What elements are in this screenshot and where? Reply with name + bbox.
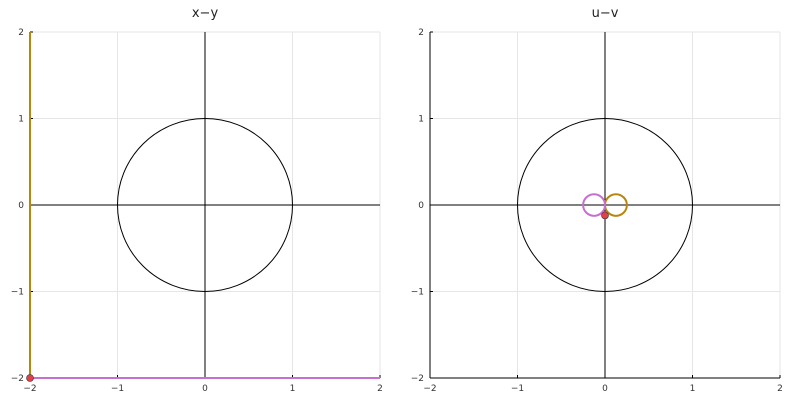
y-tick-label: 1 <box>418 115 424 125</box>
x-tick-label: 1 <box>290 384 296 394</box>
y-tick-label: −1 <box>411 288 424 298</box>
chart-title: x−y <box>192 6 219 21</box>
x-tick-label: 0 <box>602 384 608 394</box>
y-tick-label: 1 <box>18 115 24 125</box>
series-circle <box>582 193 606 217</box>
y-tick-label: 2 <box>418 28 424 38</box>
y-tick-label: 0 <box>18 201 24 211</box>
chart-title: u−v <box>592 6 619 21</box>
y-tick-label: −2 <box>11 374 24 384</box>
x-tick-label: 1 <box>690 384 696 394</box>
x-tick-label: 2 <box>377 384 383 394</box>
x-tick-label: −1 <box>111 384 124 394</box>
y-tick-label: −1 <box>11 288 24 298</box>
y-tick-label: −2 <box>411 374 424 384</box>
data-point <box>601 211 609 220</box>
x-tick-label: −1 <box>511 384 524 394</box>
x-tick-label: 2 <box>777 384 783 394</box>
panel-u-v: −2 −1 0 1 2 −2 −1 0 1 2 u−v <box>411 6 783 394</box>
x-tick-label: −2 <box>23 384 36 394</box>
y-tick-label: 2 <box>18 28 24 38</box>
data-point <box>26 374 34 382</box>
x-tick-label: −2 <box>423 384 436 394</box>
panel-x-y: −2 −1 0 1 2 −2 −1 0 1 2 x−y <box>11 6 383 394</box>
y-tick-label: 0 <box>418 201 424 211</box>
x-tick-label: 0 <box>202 384 208 394</box>
unit-circle <box>517 118 693 292</box>
unit-circle <box>117 118 293 292</box>
